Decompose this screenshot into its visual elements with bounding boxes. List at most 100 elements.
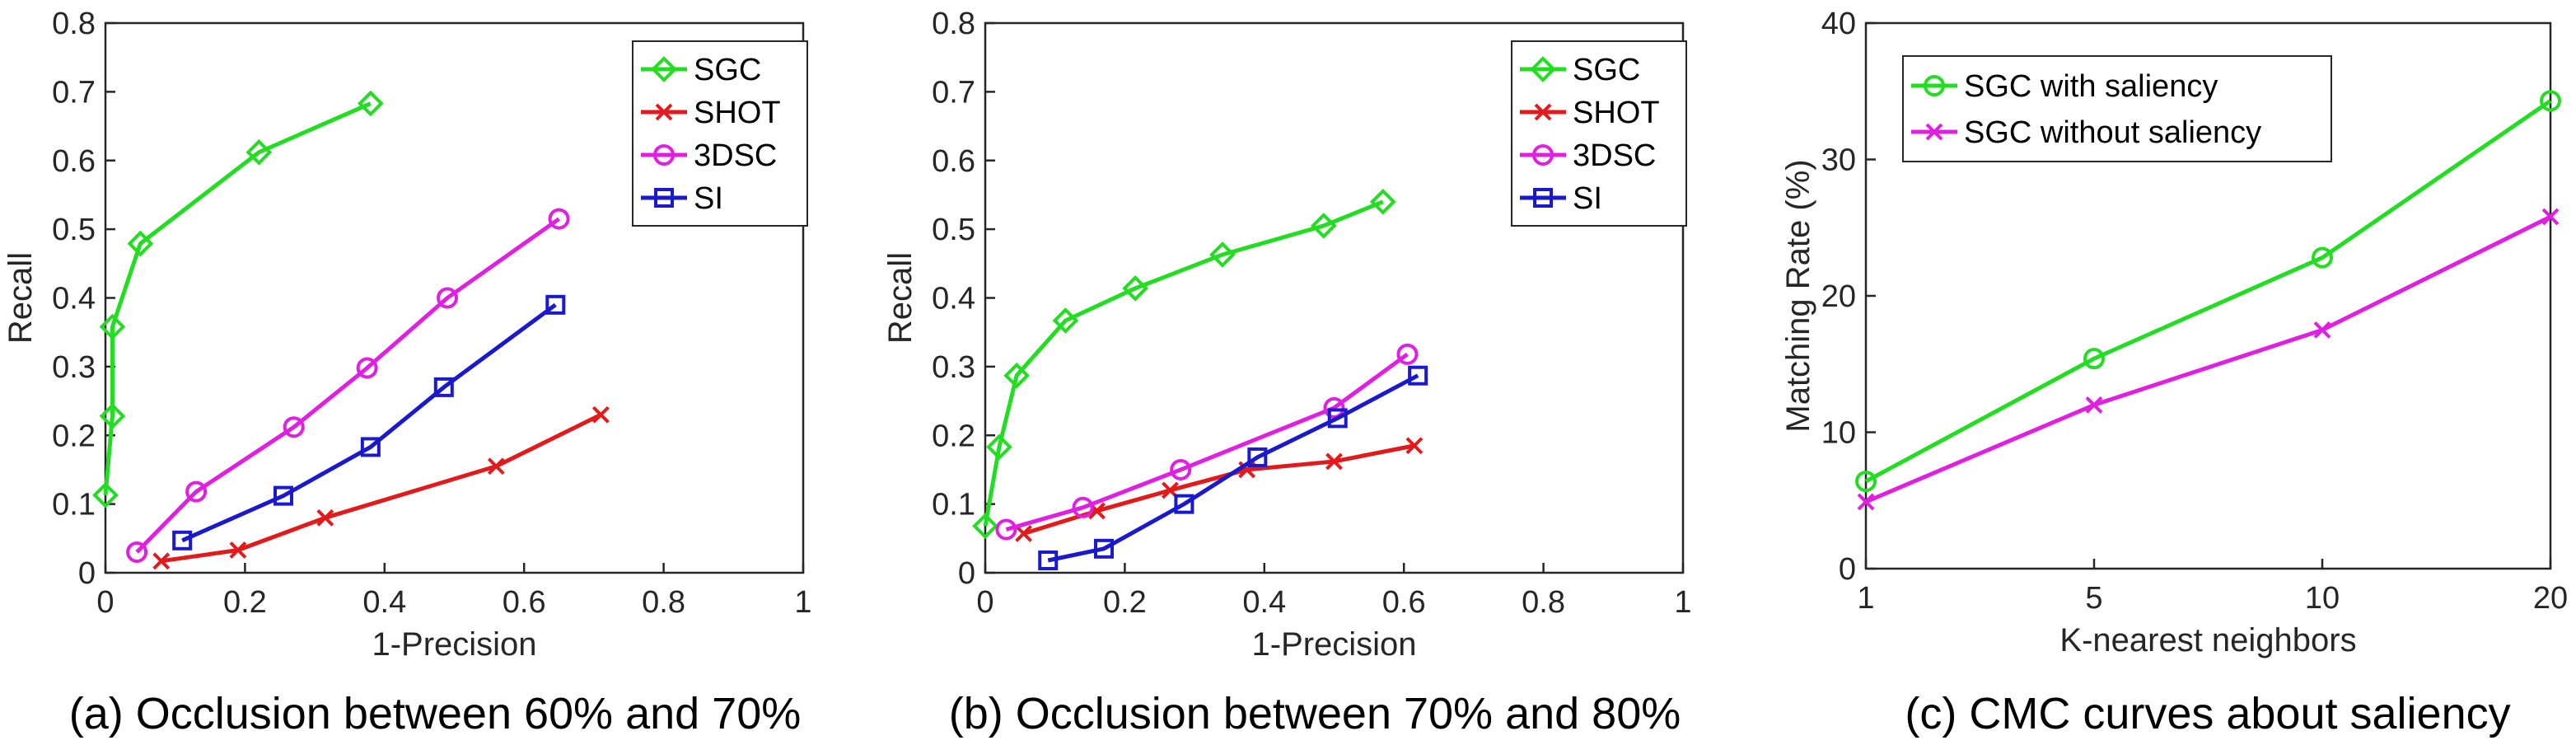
series-3dsc-marker-0 xyxy=(126,541,148,563)
series-si-marker-5 xyxy=(1408,365,1428,386)
x-tick-label: 1 xyxy=(1857,581,1874,616)
y-tick-label: 0.6 xyxy=(52,144,96,179)
series-sgc-with-saliency-marker-2 xyxy=(2312,246,2333,269)
x-tick-label: 1 xyxy=(794,585,811,620)
x-tick-label: 0 xyxy=(96,585,114,620)
series-sgc xyxy=(972,188,1396,540)
series-shot-marker-4 xyxy=(591,405,610,424)
series-3dsc-marker-3 xyxy=(1323,396,1345,419)
legend-1: SGC SHOT 3DSC SI xyxy=(632,40,808,227)
series-sgc-with-saliency xyxy=(1855,90,2561,493)
series-si-marker-1 xyxy=(273,485,293,506)
y-tick-label: 0.4 xyxy=(52,282,96,316)
legend-3-marker-0 xyxy=(654,188,674,208)
legend-0-marker-0 xyxy=(651,56,677,82)
series-sgc-without-saliency-marker-1 xyxy=(2085,396,2103,414)
series-sgc-marker-1 xyxy=(99,403,126,429)
series-sgc-with-saliency-line xyxy=(1864,99,2552,484)
x-tick-label: 0.4 xyxy=(1242,585,1286,620)
y-tick-label: 10 xyxy=(1821,416,1856,451)
series-shot xyxy=(152,405,610,570)
series-sgc-without-saliency-marker-3 xyxy=(2541,208,2560,226)
legend-label: SGC xyxy=(694,53,761,87)
series-sgc-marker-0 xyxy=(972,513,998,540)
x-tick-label: 0.6 xyxy=(1382,585,1426,620)
series-si-marker-2 xyxy=(360,437,381,457)
x-tick-label: 0.2 xyxy=(223,585,267,620)
y-tick-label: 20 xyxy=(1821,279,1856,314)
series-sgc-line xyxy=(103,101,372,496)
legend-label: SGC with saliency xyxy=(1964,69,2218,104)
legend-label: SHOT xyxy=(694,96,781,130)
legend-label: SI xyxy=(694,181,723,216)
series-shot-marker-0 xyxy=(1015,525,1032,542)
series-3dsc-marker-2 xyxy=(1170,458,1192,480)
chart-caption: (c) CMC curves about saliency xyxy=(1905,689,2510,738)
legend-1-marker-0 xyxy=(655,103,673,121)
y-tick-label: 30 xyxy=(1821,143,1856,178)
y-tick-label: 0.4 xyxy=(932,282,975,316)
series-si-marker-4 xyxy=(545,294,566,315)
chart-caption: (a) Occlusion between 60% and 70% xyxy=(69,689,802,738)
legend-1-marker-0 xyxy=(1925,123,1943,141)
y-tick-label: 0.8 xyxy=(52,7,96,41)
x-tick-label: 5 xyxy=(2085,581,2102,616)
legend-3: SGC with saliency SGC without saliency xyxy=(1902,55,2332,162)
legend-3-marker-0 xyxy=(1533,188,1553,208)
x-tick-label: 0.6 xyxy=(503,585,546,620)
y-tick-label: 0.3 xyxy=(52,350,96,385)
series-sgc-marker-7 xyxy=(1369,188,1396,215)
series-shot-marker-1 xyxy=(229,541,247,559)
y-tick-label: 40 xyxy=(1821,7,1856,41)
legend-box xyxy=(632,40,808,227)
series-sgc-line xyxy=(983,199,1384,527)
series-sgc-marker-5 xyxy=(358,90,384,117)
series-sgc-marker-2 xyxy=(1003,362,1030,389)
series-sgc-without-saliency-marker-0 xyxy=(1857,493,1875,511)
legend-2-marker-0 xyxy=(1532,144,1554,166)
series-sgc-marker-4 xyxy=(245,138,273,166)
series-si-marker-3 xyxy=(1247,447,1268,467)
x-tick-label: 0.8 xyxy=(642,585,685,620)
x-tick-label: 20 xyxy=(2533,581,2568,616)
series-3dsc xyxy=(995,343,1419,541)
x-tick-label: 0.8 xyxy=(1522,585,1565,620)
y-tick-label: 0.2 xyxy=(52,419,96,453)
chart-1: 0 0.1 0.2 0.3 0.4 0.5 0.6 0.7 0.8 0 0.2 0.4 0.6 0.8 1 1… xyxy=(2,7,812,738)
legend-0-marker-0 xyxy=(1530,56,1556,82)
series-sgc-marker-2 xyxy=(99,313,126,340)
x-tick-label: 10 xyxy=(2305,581,2340,616)
series-shot-marker-3 xyxy=(487,457,505,476)
series-3dsc-marker-5 xyxy=(548,208,570,230)
y-tick-label: 0.7 xyxy=(932,75,975,110)
series-si-marker-2 xyxy=(1174,494,1194,514)
series-3dsc-marker-0 xyxy=(995,518,1017,541)
y-tick-label: 0.7 xyxy=(52,75,96,110)
series-sgc-with-saliency-marker-1 xyxy=(2083,348,2105,370)
legend-box xyxy=(1902,55,2332,162)
series-si xyxy=(172,294,566,551)
legend-box xyxy=(1511,40,1687,227)
legend-label: SGC xyxy=(1573,53,1640,87)
x-tick-label: 0.2 xyxy=(1103,585,1147,620)
series-si-marker-3 xyxy=(433,377,454,397)
series-3dsc-marker-1 xyxy=(1072,496,1094,518)
series-sgc-marker-4 xyxy=(1122,274,1148,302)
series-sgc-without-saliency xyxy=(1857,208,2560,511)
legend-2: SGC SHOT 3DSC SI xyxy=(1511,40,1687,227)
series-3dsc xyxy=(126,208,570,563)
series-sgc-marker-3 xyxy=(127,230,154,257)
x-axis-label: K-nearest neighbors xyxy=(2059,622,2356,658)
series-shot-marker-0 xyxy=(152,552,171,570)
series-si-marker-0 xyxy=(1038,550,1059,570)
y-tick-label: 0.1 xyxy=(932,488,975,522)
series-3dsc-marker-4 xyxy=(1396,343,1419,365)
y-tick-label: 0.5 xyxy=(932,213,975,247)
y-axis-label: Matching Rate (%) xyxy=(1780,159,1816,432)
series-sgc-marker-6 xyxy=(1310,213,1337,239)
series-sgc-marker-0 xyxy=(92,481,119,508)
series-3dsc-marker-3 xyxy=(356,357,378,379)
legend-label: SI xyxy=(1573,181,1602,216)
